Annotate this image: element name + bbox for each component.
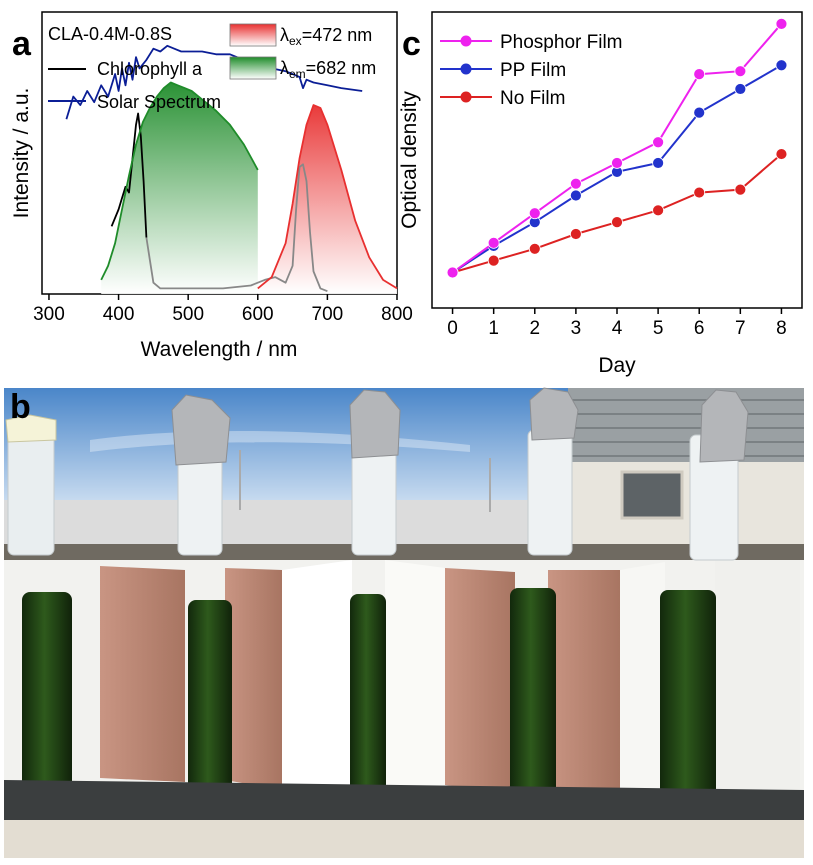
- panel-a-sample-name: CLA-0.4M-0.8S: [48, 24, 172, 44]
- panel-a-spectrum-chart: a 300 400 500 600 700 800 Intensity / a.u. Wa…: [10, 11, 413, 361]
- legend-pp-film-label: PP Film: [500, 60, 566, 81]
- panel-c-point-no-film: [487, 254, 500, 267]
- panel-c-point-pp-film: [569, 189, 582, 202]
- panel-c-point-no-film: [775, 148, 788, 160]
- panel-c-point-no-film: [652, 204, 665, 217]
- panel-a-x-tick-label: 800: [381, 304, 413, 325]
- panel-b-photo: b: [4, 387, 804, 858]
- panel-c-x-tick-label: 4: [612, 318, 623, 339]
- panel-c-x-tick-label: 7: [735, 318, 746, 339]
- photo-algae-cultures: [22, 588, 716, 800]
- panel-c-x-tick-label: 3: [571, 318, 582, 339]
- photo-white-panel: [282, 560, 352, 795]
- panel-c-point-phosphor-film: [775, 17, 788, 30]
- panel-a-series-emission: [100, 81, 259, 281]
- legend-pp-film-marker: [460, 63, 472, 75]
- panel-a-y-axis-title: Intensity / a.u.: [10, 88, 33, 219]
- panel-c-point-no-film: [611, 216, 623, 229]
- photo-pink-panel-2: [225, 568, 282, 790]
- panel-c-point-no-film: [734, 183, 747, 196]
- legend-excitation-label: λex=472 nm: [280, 25, 372, 48]
- panel-a-series-solar-spectrum: [65, 44, 363, 120]
- panel-a-series-excitation: [257, 104, 398, 290]
- panel-c-x-tick-label: 2: [529, 318, 540, 339]
- photo-wall: [4, 500, 594, 548]
- panel-c-point-no-film: [569, 228, 582, 240]
- legend-solar-label: Solar Spectrum: [97, 92, 221, 112]
- panel-c-x-axis-title: Day: [598, 354, 636, 377]
- photo-white-panel: [385, 560, 445, 795]
- photo-tube-tops: [7, 424, 739, 561]
- panel-c-point-phosphor-film: [446, 266, 459, 279]
- panel-a-letter: a: [12, 25, 32, 63]
- panel-c-point-phosphor-film: [734, 65, 747, 78]
- panel-c-point-phosphor-film: [569, 177, 582, 190]
- panel-a-x-tick-label: 400: [103, 304, 135, 325]
- panel-c-optical-density-chart: c 0 1 2 3 4 5 6 7 8 Optical density Day Phosphor…: [398, 11, 803, 377]
- photo-white-panel: [620, 562, 665, 790]
- legend-phosphor-film-label: Phosphor Film: [500, 32, 623, 53]
- panel-c-x-tick-label: 8: [776, 318, 787, 339]
- photo-foil-caps: [5, 387, 749, 466]
- panel-c-x-tick-label: 1: [488, 318, 499, 339]
- panel-a-series-chlorophyll-a-tail: [145, 163, 328, 293]
- panel-c-point-phosphor-film: [528, 207, 541, 220]
- panel-c-point-phosphor-film: [693, 68, 706, 81]
- panel-c-point-pp-film: [775, 59, 788, 72]
- photo-ground: [4, 820, 804, 858]
- panel-c-point-phosphor-film: [652, 136, 665, 149]
- legend-emission-label: λem=682 nm: [280, 58, 376, 81]
- photo-pink-panel-1: [100, 566, 185, 782]
- photo-top-rail: [4, 544, 804, 560]
- panel-c-letter: c: [402, 25, 421, 63]
- panel-c-x-tick-label: 5: [653, 318, 664, 339]
- photo-window: [620, 470, 684, 520]
- photo-base: [4, 780, 804, 830]
- photo-white-panel: [715, 560, 800, 790]
- panel-c-y-axis-title: Optical density: [398, 91, 421, 229]
- panel-c-point-no-film: [693, 186, 706, 199]
- legend-no-film-marker: [460, 91, 472, 103]
- legend-no-film-label: No Film: [500, 88, 565, 109]
- panel-c-point-phosphor-film: [611, 157, 623, 169]
- photo-pink-panel-4: [548, 570, 620, 790]
- panel-c-point-pp-film: [652, 157, 665, 169]
- legend-chlorophyll-label: Chlorophyll a: [97, 59, 203, 79]
- panel-c-point-pp-film: [693, 106, 706, 119]
- panel-a-fill-excitation: [257, 105, 397, 294]
- panel-c-x-tick-label: 0: [447, 318, 458, 339]
- panel-a-x-tick-label: 700: [312, 304, 344, 325]
- legend-phosphor-film-marker: [460, 35, 472, 47]
- panel-a-x-tick-label: 600: [242, 304, 274, 325]
- legend-emission-swatch: [229, 56, 277, 80]
- panel-a-x-tick-label: 500: [172, 304, 204, 325]
- photo-building-base: [568, 462, 804, 548]
- legend-excitation-swatch: [229, 23, 277, 47]
- panel-a-x-tick-label: 300: [33, 304, 65, 325]
- panel-c-point-phosphor-film: [487, 236, 500, 249]
- panel-c-x-tick-label: 6: [694, 318, 705, 339]
- panel-a-x-axis-title: Wavelength / nm: [141, 338, 298, 361]
- panel-b-letter: b: [10, 388, 31, 426]
- panel-c-point-pp-film: [734, 83, 747, 95]
- panel-c-point-no-film: [528, 242, 541, 255]
- photo-pink-panel-3: [445, 568, 515, 795]
